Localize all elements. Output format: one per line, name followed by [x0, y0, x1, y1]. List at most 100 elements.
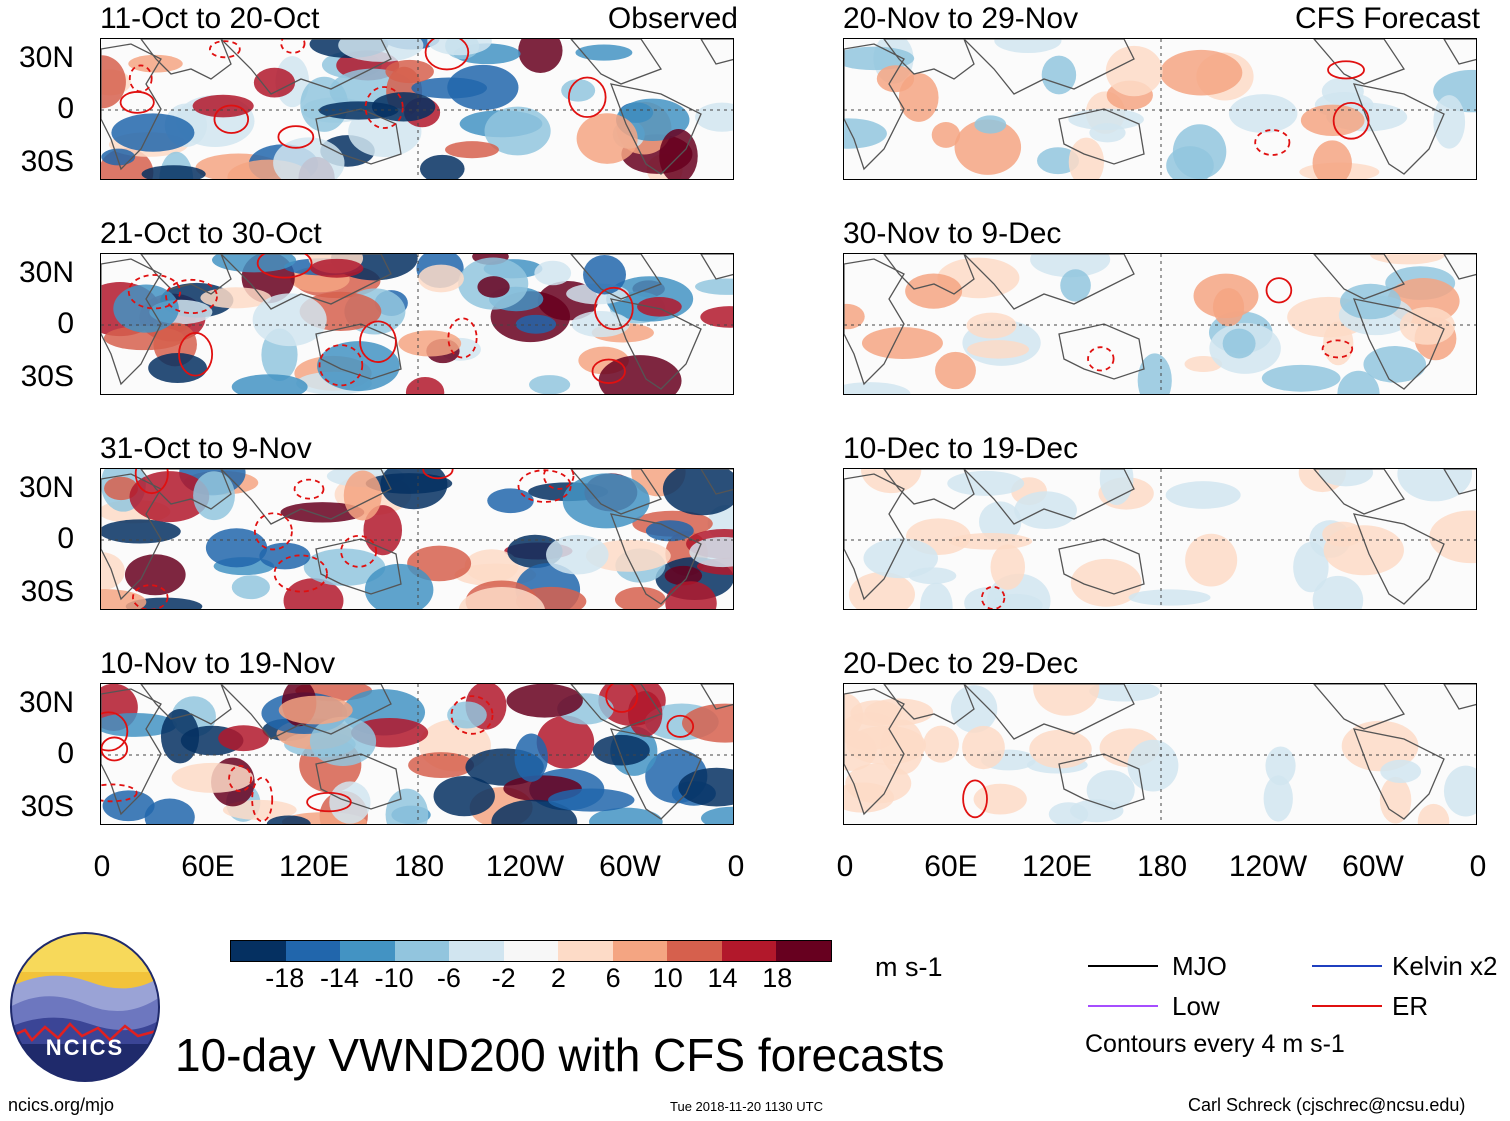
anomaly-blob [514, 733, 548, 782]
coastline [883, 469, 975, 510]
anomaly-blob [433, 775, 495, 817]
coastline [220, 469, 392, 525]
anomaly-blob [200, 287, 272, 309]
x-tick-right-180: 180 [1136, 850, 1188, 883]
anomaly-blob [1070, 558, 1142, 607]
coastline [844, 43, 905, 171]
anomaly-blob [141, 165, 206, 179]
legend-line-er [1312, 1005, 1382, 1007]
anomaly-blob [575, 44, 633, 61]
map-panel-fc-2 [843, 253, 1477, 395]
coastline [700, 39, 733, 65]
y-tick-label: 0 [57, 307, 74, 340]
coastline [963, 469, 1135, 525]
er-contour [1087, 346, 1115, 372]
coastline [101, 43, 162, 171]
x-tick-left-180: 180 [393, 850, 445, 883]
coastline [700, 469, 733, 495]
er-contour [280, 39, 306, 54]
x-tick-left-0: 0 [93, 850, 111, 883]
colorbar-swatch [721, 941, 777, 961]
anomaly-blob [678, 767, 733, 807]
anomaly-blob [101, 55, 126, 109]
anomaly-blob [1397, 469, 1473, 502]
anomaly-blob [408, 752, 475, 779]
anomaly-blob [283, 578, 344, 609]
coastline [700, 254, 733, 280]
ncics-logo-text: NCICS [45, 1035, 125, 1060]
er-contour [543, 469, 575, 490]
anomaly-blob [427, 39, 492, 56]
anomaly-blob [989, 593, 1043, 609]
coastline [1352, 83, 1445, 175]
colorbar-units: m s-1 [875, 952, 943, 982]
panel-title-obs-4: 10-Nov to 19-Nov [100, 647, 336, 680]
anomaly-blob [845, 763, 912, 804]
x-tick-left-120w: 120W [485, 850, 565, 883]
x-tick-right-0-end: 0 [1469, 850, 1487, 883]
anomaly-blob [850, 700, 902, 726]
anomaly-blob [1099, 469, 1134, 505]
anomaly-blob [1222, 328, 1256, 359]
coastline [570, 469, 662, 515]
anomaly-blob [1037, 147, 1080, 175]
anomaly-blob [990, 544, 1026, 590]
anomaly-blob [1068, 108, 1144, 131]
anomaly-blob [1265, 746, 1296, 786]
anomaly-blob [148, 353, 207, 384]
anomaly-blob [664, 565, 703, 586]
colorbar-swatch [612, 941, 668, 961]
er-contour [666, 714, 695, 738]
colorbar-tick-label: -6 [436, 963, 461, 993]
anomaly-blob [534, 260, 572, 286]
coastline [609, 83, 702, 175]
coastline [963, 254, 1135, 310]
er-contour [962, 779, 988, 819]
footer-url: ncics.org/mjo [8, 1095, 115, 1115]
coastline [883, 254, 975, 295]
anomaly-blob [1318, 469, 1374, 487]
y-tick-label: 30S [20, 360, 74, 393]
x-tick-right-60w: 60W [1342, 850, 1404, 883]
anomaly-blob [1060, 269, 1091, 302]
map-panel-obs-3 [100, 468, 734, 610]
coastline [609, 728, 702, 820]
anomaly-blob [994, 39, 1062, 54]
anomaly-blob [905, 273, 963, 309]
anomaly-blob [1086, 770, 1135, 811]
anomaly-blob [418, 264, 464, 293]
anomaly-blob [967, 340, 1030, 359]
colorbar-tick-label: 14 [707, 963, 738, 993]
coastline [609, 513, 702, 605]
panel-title-fc-2: 30-Nov to 9-Dec [843, 217, 1062, 250]
er-contour [101, 783, 138, 803]
y-tick-label: 0 [57, 737, 74, 770]
coastline [101, 473, 162, 601]
map-panel-obs-2 [100, 253, 734, 395]
colorbar-tick-label: -14 [319, 963, 359, 993]
anomaly-blob [211, 254, 297, 273]
coastline [570, 39, 662, 85]
anomaly-blob [1212, 288, 1245, 327]
anomaly-blob [1137, 353, 1172, 394]
coastline [1352, 513, 1445, 605]
legend-line-kelvin [1312, 965, 1382, 967]
anomaly-blob [935, 351, 976, 390]
map-panel-fc-3 [843, 468, 1477, 610]
anomaly-blob [614, 586, 666, 609]
anomaly-blob [1399, 306, 1455, 345]
anomaly-blob [124, 554, 186, 596]
anomaly-blob [192, 94, 254, 118]
er-contour [134, 469, 169, 495]
anomaly-blob [222, 799, 297, 820]
colorbar-tick-label: -18 [265, 963, 305, 993]
anomaly-blob [1048, 802, 1089, 824]
y-tick-label: 30N [18, 256, 74, 289]
anomaly-blob [1337, 370, 1380, 394]
anomaly-blob [1128, 589, 1211, 606]
anomaly-blob [101, 148, 136, 166]
anomaly-blob [447, 701, 487, 729]
anomaly-blob [205, 528, 268, 568]
colorbar-swatch [394, 941, 450, 961]
anomaly-blob [966, 312, 1017, 339]
